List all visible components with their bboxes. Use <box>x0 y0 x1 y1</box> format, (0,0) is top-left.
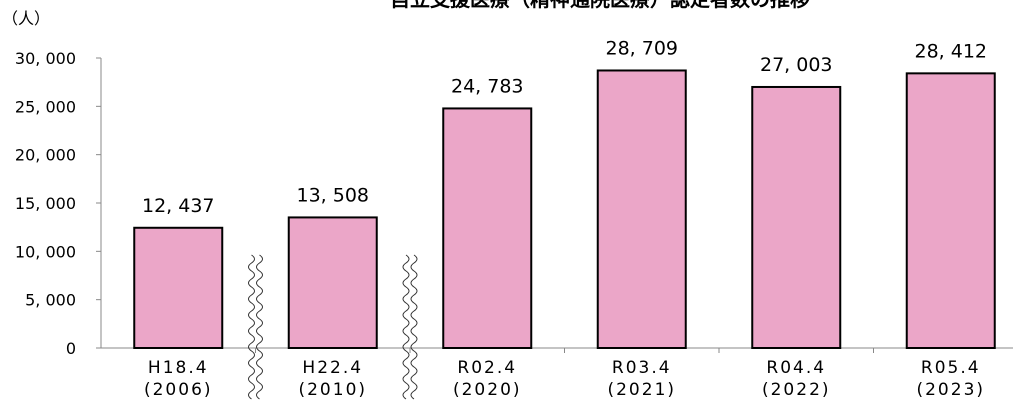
x-tick-label: (2020) <box>453 380 522 400</box>
bar <box>287 216 378 349</box>
axis-break <box>410 254 418 400</box>
value-label: 28, 412 <box>914 40 987 62</box>
axis-break <box>248 254 255 400</box>
x-tick-label: (2010) <box>298 380 367 400</box>
y-unit: （人） <box>2 9 50 28</box>
bar <box>751 85 842 349</box>
y-tick-label: 25, 000 <box>15 97 76 116</box>
x-tick-label: R02.4 <box>457 358 517 378</box>
bar <box>442 107 533 349</box>
y-tick-label: 10, 000 <box>15 242 76 261</box>
bar <box>596 69 687 349</box>
bar <box>133 226 224 349</box>
y-tick-label: 0 <box>66 339 76 358</box>
x-tick-label: R03.4 <box>612 358 672 378</box>
x-tick-label: R05.4 <box>921 358 981 378</box>
bar <box>905 72 996 349</box>
value-label: 27, 003 <box>760 54 833 76</box>
y-tick-label: 5, 000 <box>25 291 76 310</box>
value-label: 28, 709 <box>605 37 678 59</box>
value-label: 12, 437 <box>142 195 215 217</box>
value-label: 24, 783 <box>451 75 524 97</box>
x-tick-label: H22.4 <box>302 358 363 378</box>
chart-title: 自立支援医療（精神通院医療）認定者数の推移 <box>390 0 810 11</box>
value-label: 13, 508 <box>296 184 369 206</box>
axis-break <box>256 254 263 400</box>
y-tick-label: 30, 000 <box>15 49 76 68</box>
x-tick-label: (2006) <box>144 380 213 400</box>
y-tick-label: 20, 000 <box>15 146 76 165</box>
axis-break <box>402 254 410 400</box>
x-tick-label: H18.4 <box>148 358 209 378</box>
x-tick-label: R04.4 <box>766 358 826 378</box>
x-tick-label: (2022) <box>762 380 831 400</box>
x-tick-label: (2021) <box>607 380 676 400</box>
x-tick-label: (2023) <box>916 380 985 400</box>
y-tick-label: 15, 000 <box>15 194 76 213</box>
